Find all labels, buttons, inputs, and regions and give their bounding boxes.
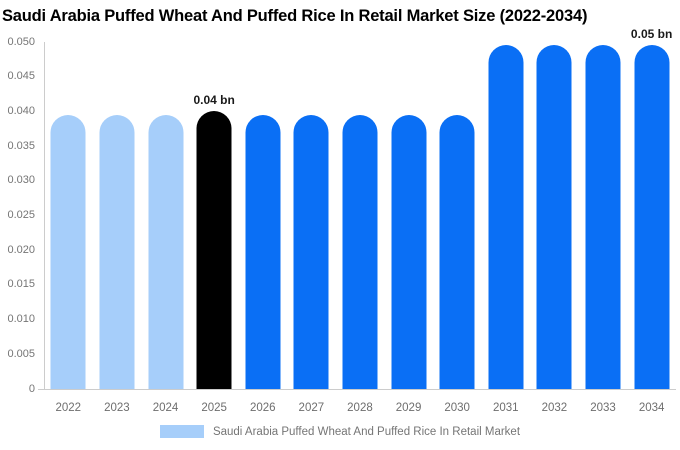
- y-tick-label: 0.020: [7, 243, 35, 256]
- x-tick-label-2025: 2025: [201, 402, 227, 414]
- legend[interactable]: Saudi Arabia Puffed Wheat And Puffed Ric…: [0, 425, 680, 438]
- bar-2026[interactable]: [245, 114, 281, 389]
- bar-2029[interactable]: [391, 114, 427, 389]
- y-axis-line: [44, 42, 45, 389]
- x-axis-line: [38, 389, 676, 390]
- bar-2022[interactable]: [50, 114, 86, 389]
- bar-2027[interactable]: [293, 114, 329, 389]
- bar-2030[interactable]: [439, 114, 475, 389]
- bar-slot-2032: 2032: [530, 42, 579, 414]
- bar-slot-2025: 0.04 bn 2025: [190, 42, 239, 414]
- x-tick-label-2028: 2028: [347, 402, 373, 414]
- bar-2031[interactable]: [488, 45, 524, 389]
- bar-slot-2034: 0.05 bn 2034: [627, 27, 676, 414]
- x-tick-label-2024: 2024: [152, 402, 179, 414]
- bar-slot-2028: 2028: [336, 42, 385, 414]
- chart-title: Saudi Arabia Puffed Wheat And Puffed Ric…: [2, 7, 588, 25]
- bar-slot-2024: 2024: [141, 42, 190, 414]
- bar-2033[interactable]: [585, 45, 621, 389]
- plot-area: 2022 2023 2024 0.04 bn 2025 2026 2027 2028 2029 2…: [38, 27, 676, 414]
- bar-slot-2033: 2033: [579, 42, 628, 414]
- y-tick-label: 0.010: [7, 313, 35, 326]
- y-tick-label: 0.015: [7, 278, 35, 291]
- bar-slot-2030: 2030: [433, 42, 482, 414]
- bar-2024[interactable]: [148, 114, 184, 389]
- x-tick-label-2022: 2022: [55, 402, 82, 414]
- x-tick-label-2034: 2034: [638, 402, 665, 414]
- y-tick-label: 0.045: [7, 70, 35, 83]
- x-tick-label-2031: 2031: [492, 402, 519, 414]
- x-tick-label-2027: 2027: [298, 402, 325, 414]
- bar-value-label-2034: 0.05 bn: [630, 27, 673, 42]
- bar-2028[interactable]: [342, 114, 378, 389]
- x-tick-label-2033: 2033: [590, 402, 616, 414]
- x-tick-label-2023: 2023: [104, 402, 130, 414]
- y-axis-labels: 0 0.005 0.010 0.015 0.020 0.025 0.030 0.035 0.04…: [0, 36, 40, 395]
- x-tick-label-2030: 2030: [444, 402, 470, 414]
- bar-2034[interactable]: [634, 45, 670, 389]
- x-tick-label-2026: 2026: [249, 402, 276, 414]
- bar-slot-2031: 2031: [481, 42, 530, 414]
- x-tick-label-2029: 2029: [395, 402, 422, 414]
- bar-value-label-2025: 0.04 bn: [193, 93, 235, 108]
- y-tick-label: 0.035: [7, 139, 35, 152]
- y-tick-label: 0: [28, 382, 35, 395]
- legend-swatch: [159, 425, 204, 438]
- y-tick-label: 0.050: [7, 35, 35, 48]
- y-tick-label: 0.030: [7, 174, 35, 187]
- x-tick-label-2032: 2032: [541, 402, 568, 414]
- y-tick-label: 0.005: [7, 347, 35, 360]
- y-tick-label: 0.040: [7, 104, 35, 117]
- bar-slot-2029: 2029: [384, 42, 433, 414]
- y-tick-label: 0.025: [7, 209, 35, 221]
- bar-slot-2027: 2027: [287, 42, 336, 414]
- legend-label: Saudi Arabia Puffed Wheat And Puffed Ric…: [212, 425, 521, 438]
- bar-2032[interactable]: [536, 45, 572, 389]
- bar-2025[interactable]: [196, 111, 232, 389]
- bar-slot-2022: 2022: [44, 42, 93, 414]
- bar-slot-2023: 2023: [93, 42, 142, 414]
- bar-slot-2026: 2026: [238, 42, 287, 414]
- bar-2023[interactable]: [99, 114, 135, 389]
